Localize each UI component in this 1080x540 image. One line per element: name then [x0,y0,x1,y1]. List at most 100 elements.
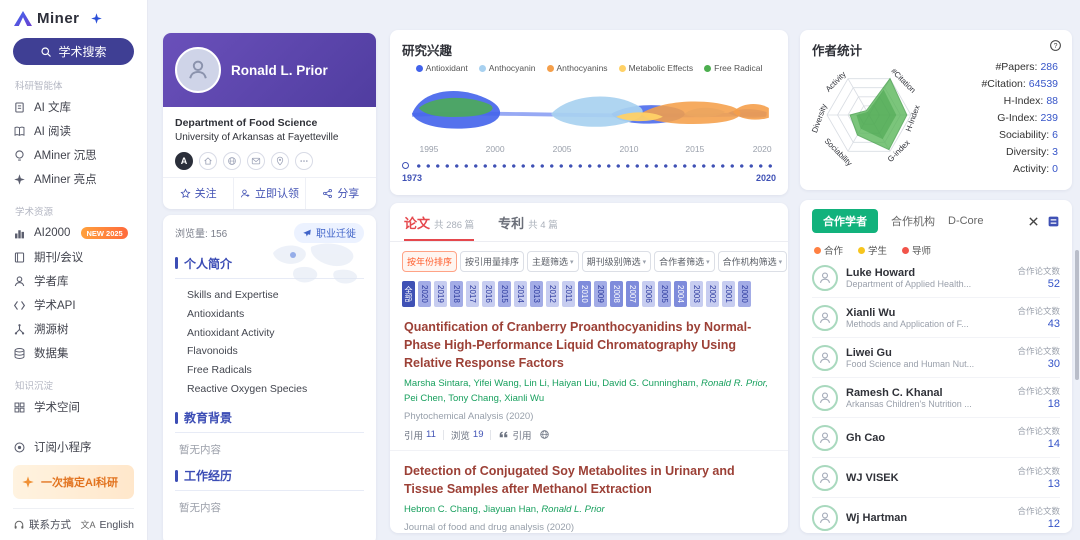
year-chip[interactable]: 2012 [546,281,559,307]
collaborator-name[interactable]: Luke Howard [846,266,916,279]
author-link[interactable]: Xianli Wu [504,393,545,405]
year-chip[interactable]: 2002 [706,281,719,307]
logo[interactable]: Miner [13,10,134,27]
year-chip[interactable]: 2016 [482,281,495,307]
author-link[interactable]: Lin Li [524,378,552,389]
collaborator-name[interactable]: Liwei Gu [846,346,892,359]
collaborator-row[interactable]: Luke Howard Department of Applied Health… [812,258,1060,298]
sidebar-item-datasets[interactable]: 数据集 [13,341,134,365]
collaborator-row[interactable]: WJ VISEK 合作论文数 13 [812,458,1060,498]
tab-patents[interactable]: 专利 共 4 篇 [498,216,558,231]
scholar-profile-badge[interactable]: A [175,151,193,170]
year-chip[interactable]: 2006 [642,281,655,307]
globe-icon[interactable] [539,429,550,440]
collaborator-row[interactable]: Liwei Gu Food Science and Human Nut... 合… [812,338,1060,378]
collaborator-name[interactable]: Wj Hartman [846,511,908,524]
help-icon[interactable] [1049,39,1062,52]
year-chip[interactable]: 2008 [610,281,623,307]
sort-by-year-button[interactable]: 按年份排序 [402,251,458,272]
web-link[interactable] [223,151,241,170]
language-switcher[interactable]: 文A English [80,518,134,531]
tab-dcore[interactable]: D-Core [948,215,984,227]
coinstitution-filter-dropdown[interactable]: 合作机构筛选 ▾ [717,251,788,272]
author-link[interactable]: David G. Cunningham [602,378,701,389]
collaborator-name[interactable]: Gh Cao [846,431,886,444]
sidebar-item-ai-library[interactable]: AI 文库 [13,95,134,119]
year-chip[interactable]: 2001 [722,281,735,307]
claim-button[interactable]: 立即认领 [233,177,304,209]
timeline-handle[interactable] [402,162,409,169]
cite-button[interactable]: 引用 [498,428,532,442]
sidebar-item-ai2000[interactable]: AI2000 NEW 2025 [13,221,134,245]
tab-papers[interactable]: 论文 共 286 篇 [404,213,475,241]
collaborator-row[interactable]: Wj Hartman 合作论文数 12 [812,498,1060,533]
academic-search-button[interactable]: 学术搜索 [13,38,134,65]
year-chip[interactable]: 2019 [434,281,447,307]
contact-link[interactable]: 联系方式 [13,517,71,532]
email-link[interactable] [247,151,265,170]
research-streamgraph[interactable] [402,73,776,143]
year-chip[interactable]: 2007 [626,281,639,307]
author-link[interactable]: Jiayuan Han [483,504,541,515]
topic-filter-dropdown[interactable]: 主题筛选 ▾ [527,251,579,272]
tab-coinstitutions[interactable]: 合作机构 [891,216,935,228]
year-chip[interactable]: 2020 [418,281,431,307]
author-link[interactable]: Marsha Sintara [404,378,474,389]
homepage-link[interactable] [199,151,217,170]
coauthor-filter-dropdown[interactable]: 合作者筛选 ▾ [654,251,715,272]
collaborator-row[interactable]: Xianli Wu Methods and Application of F..… [812,298,1060,338]
share-button[interactable]: 分享 [304,177,376,209]
year-chip-all[interactable]: 全部 [402,281,415,307]
career-migration-button[interactable]: 职业迁徙 [294,222,364,243]
collaborator-name[interactable]: Xianli Wu [846,306,896,319]
author-link-highlighted[interactable]: Ronald L. Prior [541,504,605,516]
author-link-highlighted[interactable]: Ronald R. Prior [701,378,768,389]
author-link[interactable]: Haiyan Liu [552,378,602,389]
career-timeline-slider[interactable] [402,162,776,170]
collaborator-row[interactable]: Ramesh C. Khanal Arkansas Children's Nut… [812,378,1060,418]
sidebar-item-scholars[interactable]: 学者库 [13,269,134,293]
paper-title[interactable]: Detection of Conjugated Soy Metabolites … [404,463,735,496]
year-chip[interactable]: 2010 [578,281,591,307]
journal-level-filter-dropdown[interactable]: 期刊级别筛选 ▾ [581,251,652,272]
sidebar-item-aminer-think[interactable]: AMiner 沉思 [13,143,134,167]
year-chip[interactable]: 2000 [738,281,751,307]
year-chip[interactable]: 2005 [658,281,671,307]
year-chip[interactable]: 2013 [530,281,543,307]
collaborator-row[interactable]: Gh Cao 合作论文数 14 [812,418,1060,458]
legend-dot [704,64,712,72]
year-chip[interactable]: 2003 [690,281,703,307]
more-links[interactable] [295,151,313,170]
author-link[interactable]: Hebron C. Chang [404,504,483,515]
membership-promo-banner[interactable]: 一次搞定AI科研 [13,465,134,499]
graph-view-icon[interactable] [1027,215,1040,228]
collaborator-name[interactable]: WJ VISEK [846,471,899,484]
page-scrollbar[interactable] [1075,250,1079,380]
year-chip[interactable]: 2015 [498,281,511,307]
year-chip[interactable]: 2018 [450,281,463,307]
author-link[interactable]: Tony Chang [448,393,504,404]
year-chip[interactable]: 2017 [466,281,479,307]
author-link[interactable]: Pei Chen [404,393,448,404]
legend-item: 导师 [902,243,931,257]
author-link[interactable]: Yifei Wang [474,378,525,389]
sidebar-item-journals[interactable]: 期刊/会议 [13,245,134,269]
bio-section: 个人简介 Skills and Expertise Antioxidants A… [163,255,376,399]
location-link[interactable] [271,151,289,170]
sort-by-citation-button[interactable]: 按引用量排序 [460,251,525,272]
mini-program-link[interactable]: 订阅小程序 [13,435,134,459]
sidebar-item-aminer-highlight[interactable]: AMiner 亮点 [13,167,134,191]
follow-button[interactable]: 关注 [163,178,233,209]
tab-coauthors[interactable]: 合作学者 [812,209,878,233]
sidebar-item-api[interactable]: 学术API [13,293,134,317]
sidebar-item-academic-space[interactable]: 学术空间 [13,395,134,419]
year-chip[interactable]: 2004 [674,281,687,307]
year-chip[interactable]: 2009 [594,281,607,307]
paper-title[interactable]: Quantification of Cranberry Proanthocyan… [404,320,752,371]
year-chip[interactable]: 2014 [514,281,527,307]
collaborator-name[interactable]: Ramesh C. Khanal [846,386,943,399]
year-chip[interactable]: 2011 [562,281,575,307]
list-view-icon[interactable] [1047,215,1060,228]
sidebar-item-trace-tree[interactable]: 溯源树 [13,317,134,341]
sidebar-item-ai-reading[interactable]: AI 阅读 [13,119,134,143]
